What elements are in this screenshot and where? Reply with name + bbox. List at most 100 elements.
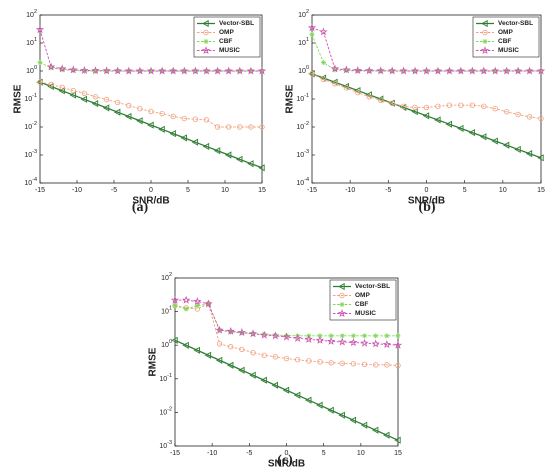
marker	[81, 68, 87, 74]
legend-label: CBF	[219, 38, 232, 45]
marker	[136, 117, 143, 125]
x-tick-label: 10	[499, 187, 507, 194]
legend-label: Vector-SBL	[219, 20, 254, 27]
marker	[91, 100, 99, 108]
marker	[124, 66, 133, 75]
marker	[237, 68, 243, 74]
marker	[113, 66, 122, 75]
y-tick-label: 10-3	[159, 440, 172, 449]
series-line	[174, 303, 399, 366]
marker	[422, 66, 431, 75]
x-tick-label: -15	[170, 450, 180, 457]
marker	[80, 95, 88, 103]
marker	[213, 66, 222, 75]
marker	[317, 359, 323, 365]
marker	[315, 335, 325, 344]
marker	[378, 97, 384, 103]
marker	[330, 64, 340, 73]
marker	[248, 124, 254, 130]
marker	[400, 103, 407, 109]
y-tick-label: 101	[298, 37, 309, 46]
marker	[328, 333, 334, 339]
marker	[91, 66, 100, 75]
legend-label: MUSIC	[219, 47, 240, 54]
marker	[204, 68, 209, 74]
marker	[343, 85, 350, 91]
marker	[35, 25, 45, 34]
marker	[350, 361, 357, 367]
marker	[203, 117, 210, 123]
marker	[320, 76, 327, 83]
marker	[395, 333, 401, 339]
marker	[226, 326, 235, 335]
x-tick-label: -15	[35, 187, 45, 194]
marker	[58, 64, 67, 73]
legend-marker	[481, 19, 488, 28]
marker	[294, 357, 301, 363]
marker	[360, 338, 369, 347]
y-tick-label: 10-2	[296, 121, 309, 130]
marker	[259, 124, 265, 130]
x-tick-label: 15	[394, 450, 402, 457]
marker	[384, 362, 390, 368]
marker	[412, 68, 418, 74]
marker	[171, 336, 178, 344]
marker	[194, 303, 200, 309]
marker	[355, 89, 361, 96]
marker	[260, 376, 267, 384]
marker	[271, 331, 280, 340]
marker	[126, 102, 132, 109]
marker	[468, 66, 477, 75]
x-axis-label: SNR/dB	[268, 459, 305, 470]
marker	[393, 340, 403, 349]
marker	[246, 66, 256, 75]
marker	[204, 299, 213, 308]
marker	[239, 346, 245, 353]
marker	[382, 340, 392, 349]
marker	[361, 361, 368, 368]
marker	[304, 334, 313, 343]
marker	[202, 142, 210, 151]
marker	[305, 396, 312, 404]
x-tick-label: -5	[385, 187, 391, 194]
legend-label: OMP	[498, 29, 513, 36]
series-line	[39, 81, 262, 128]
marker	[260, 330, 269, 339]
marker	[504, 68, 510, 74]
marker	[147, 121, 154, 129]
marker	[261, 331, 267, 337]
marker	[394, 436, 401, 444]
legend-label: Vector-SBL	[355, 283, 390, 290]
series-line	[175, 299, 399, 346]
marker	[172, 303, 178, 309]
marker	[239, 330, 245, 336]
legend-label: Vector-SBL	[498, 20, 533, 27]
legend-label: MUSIC	[498, 47, 519, 54]
x-tick-label: 0	[285, 450, 289, 457]
marker	[47, 82, 54, 91]
marker	[479, 66, 488, 75]
marker	[355, 68, 361, 74]
marker	[328, 360, 334, 366]
legend-marker	[203, 39, 209, 44]
marker	[257, 66, 267, 75]
marker	[317, 333, 323, 339]
marker	[320, 60, 326, 66]
y-tick-label: 102	[26, 9, 37, 18]
marker	[215, 325, 224, 334]
marker	[399, 66, 408, 75]
legend-marker	[337, 309, 347, 318]
y-tick-label: 100	[298, 65, 309, 74]
marker	[412, 104, 418, 111]
marker	[192, 116, 199, 122]
marker	[235, 66, 244, 75]
marker	[92, 94, 99, 100]
legend-marker	[339, 302, 345, 307]
marker	[525, 150, 533, 158]
marker	[191, 138, 199, 146]
marker	[146, 66, 156, 75]
marker	[181, 115, 187, 122]
marker	[327, 406, 334, 414]
marker	[102, 66, 111, 75]
marker	[526, 114, 533, 120]
